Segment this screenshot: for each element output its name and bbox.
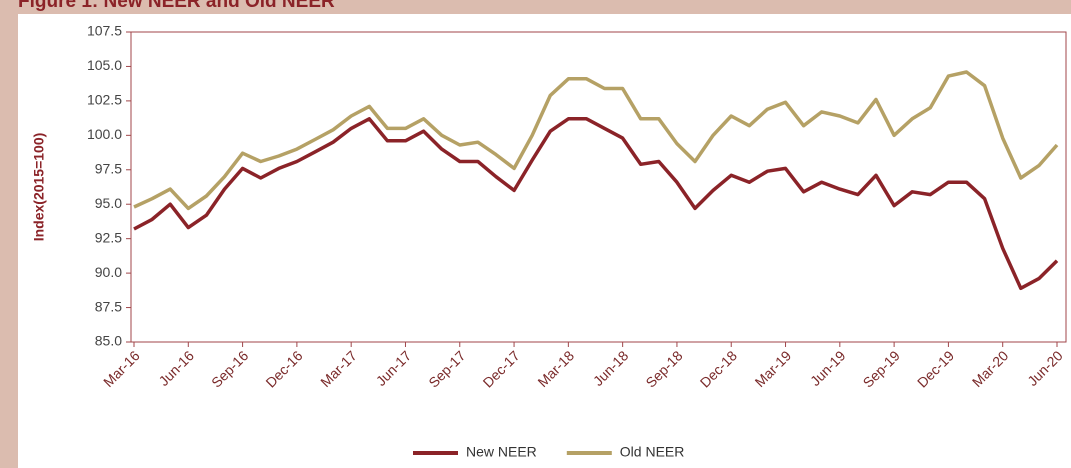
legend-label: New NEER (466, 444, 537, 460)
chart-title: Figure 1: New NEER and Old NEER (18, 0, 335, 12)
plot-frame (130, 31, 1067, 343)
y-tick-label: 102.5 (87, 92, 122, 108)
y-tick-label: 85.0 (95, 333, 122, 349)
legend-label: Old NEER (620, 444, 685, 460)
y-tick-label: 100.0 (87, 126, 122, 142)
y-tick-label: 105.0 (87, 57, 122, 73)
y-tick-label: 95.0 (95, 195, 122, 211)
series-line (133, 117, 1059, 291)
y-axis-label: Index(2015=100) (31, 133, 47, 242)
y-tick-label: 97.5 (95, 160, 122, 176)
series-line (133, 70, 1059, 211)
y-tick-label: 87.5 (95, 298, 122, 314)
y-tick-label: 92.5 (95, 229, 122, 245)
y-tick-label: 90.0 (95, 264, 122, 280)
y-tick-label: 107.5 (87, 23, 122, 39)
chart-background (18, 14, 1071, 468)
